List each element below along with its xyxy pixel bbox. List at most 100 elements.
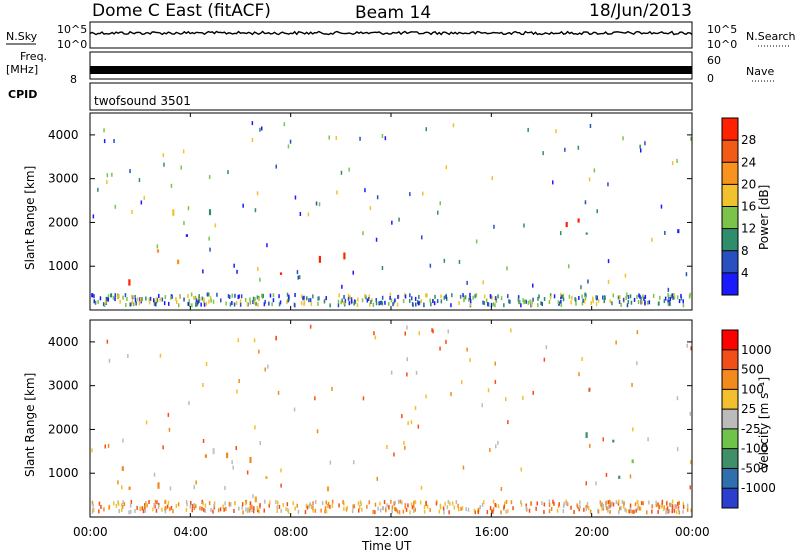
data-cell	[474, 294, 476, 299]
velocity-yticks: 1000 2000 3000 4000	[48, 335, 692, 480]
data-cell	[548, 499, 551, 504]
data-cell	[563, 501, 565, 506]
data-cell	[262, 293, 264, 298]
data-cell	[201, 506, 203, 511]
data-cell	[148, 297, 151, 302]
data-cell	[449, 501, 451, 506]
data-cell	[351, 509, 354, 514]
data-cell	[198, 298, 200, 303]
noise-trace	[89, 30, 693, 36]
data-cell	[352, 504, 355, 509]
data-cell	[552, 180, 554, 185]
data-cell	[217, 508, 220, 513]
data-cell	[364, 188, 366, 193]
range-tick-label: 2000	[48, 422, 79, 436]
data-cell	[602, 437, 604, 442]
data-cell	[358, 508, 360, 513]
data-cell	[663, 299, 666, 304]
data-cell	[314, 499, 317, 504]
data-cell	[411, 296, 413, 301]
data-cell	[676, 447, 679, 452]
data-cell	[562, 509, 565, 513]
data-cell	[543, 297, 546, 301]
data-cell	[257, 302, 259, 307]
data-cell	[232, 465, 234, 470]
data-cell	[666, 508, 668, 513]
colorbar-segment	[722, 250, 738, 274]
data-cell	[579, 500, 581, 505]
data-cell	[323, 299, 326, 304]
data-cell	[638, 506, 641, 511]
data-cell	[425, 293, 427, 298]
data-cell	[131, 209, 133, 214]
data-cell	[129, 503, 132, 508]
data-cell	[212, 509, 214, 514]
power-colorbar: 4 8 12 16 20 24 28	[721, 117, 756, 296]
data-cell	[633, 297, 636, 302]
data-cell	[222, 504, 224, 509]
data-cell	[474, 510, 476, 515]
data-cell	[187, 294, 189, 298]
data-cell	[602, 504, 604, 509]
velocity-colorbar-label: Velocity [m s⁻¹]	[757, 377, 771, 470]
data-cell	[632, 427, 634, 432]
data-cell	[566, 501, 568, 506]
data-cell	[386, 445, 388, 449]
power-data-layer	[91, 121, 692, 308]
data-cell	[609, 504, 611, 509]
data-cell	[134, 294, 136, 299]
data-cell	[622, 297, 625, 302]
data-cell	[259, 503, 261, 508]
data-cell	[108, 358, 111, 363]
data-cell	[371, 298, 373, 303]
data-cell	[249, 505, 252, 510]
data-cell	[677, 229, 680, 234]
nsky-label: N.Sky	[6, 30, 38, 43]
data-cell	[185, 507, 188, 512]
data-cell	[467, 507, 470, 512]
data-cell	[477, 510, 480, 515]
data-cell	[161, 507, 163, 512]
data-cell	[552, 499, 554, 504]
data-cell	[664, 230, 666, 235]
data-cell	[667, 509, 669, 514]
data-cell	[636, 499, 639, 504]
data-cell	[655, 503, 658, 508]
data-cell	[223, 507, 225, 512]
data-cell	[297, 509, 300, 514]
velocity-panel: 1000 2000 3000 4000 Slant Range [km]	[23, 319, 693, 518]
data-cell	[394, 506, 396, 511]
time-tick-label: 20:00	[575, 525, 610, 539]
data-cell	[368, 294, 371, 299]
data-cell	[251, 138, 254, 143]
data-cell	[445, 165, 448, 170]
data-cell	[342, 500, 344, 505]
data-cell	[145, 296, 147, 301]
data-cell	[139, 506, 142, 511]
data-cell	[193, 485, 195, 490]
data-cell	[690, 508, 692, 513]
data-cell	[185, 500, 188, 504]
data-cell	[689, 411, 691, 416]
data-cell	[510, 328, 512, 333]
data-cell	[560, 292, 562, 297]
data-cell	[403, 441, 405, 445]
data-cell	[331, 499, 334, 504]
data-cell	[289, 139, 292, 144]
noise-panel-frame	[89, 21, 693, 49]
data-cell	[366, 298, 369, 303]
data-cell	[171, 294, 173, 299]
data-cell	[106, 173, 109, 178]
data-cell	[122, 295, 124, 300]
data-cell	[317, 296, 319, 301]
data-cell	[203, 302, 206, 307]
data-cell	[560, 231, 562, 236]
data-cell	[393, 452, 395, 457]
data-cell	[99, 296, 102, 301]
data-cell	[505, 509, 507, 514]
data-cell	[361, 298, 364, 303]
power-panel-frame	[89, 112, 693, 311]
data-cell	[627, 299, 630, 304]
data-cell	[183, 297, 185, 302]
data-cell	[252, 509, 255, 514]
